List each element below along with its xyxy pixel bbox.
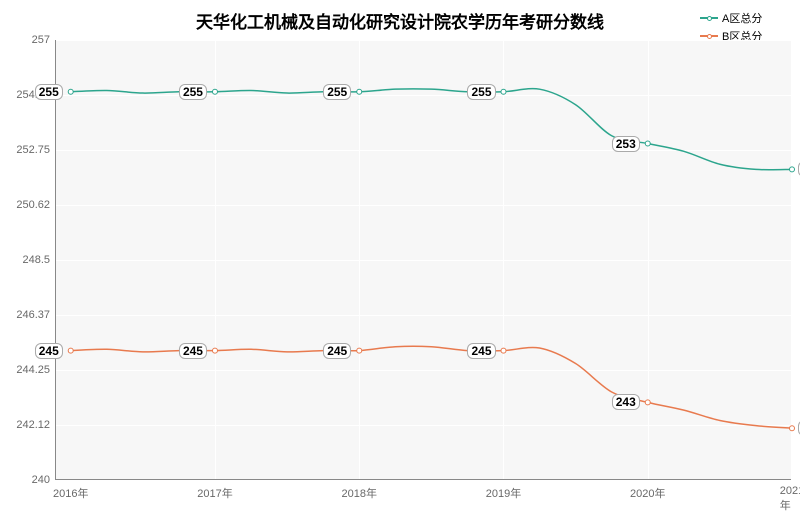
x-tick-label: 2018年 (341, 479, 376, 501)
line-chart: 天华化工机械及自动化研究设计院农学历年考研分数线 A区总分B区总分 240242… (0, 0, 800, 500)
data-label: 245 (471, 344, 491, 358)
plot-area: 240242.12244.25246.37248.5250.62252.7525… (55, 40, 791, 480)
data-label: 245 (39, 344, 59, 358)
x-tick-label: 2020年 (630, 479, 665, 501)
data-label: 255 (183, 85, 203, 99)
data-label: 245 (327, 344, 347, 358)
y-tick-label: 242.12 (16, 419, 56, 431)
y-tick-label: 246.37 (16, 309, 56, 321)
legend-label: A区总分 (722, 10, 762, 26)
y-tick-label: 244.25 (16, 364, 56, 376)
chart-title: 天华化工机械及自动化研究设计院农学历年考研分数线 (0, 8, 800, 33)
legend-item: A区总分 (700, 10, 762, 26)
data-label: 245 (183, 344, 203, 358)
y-tick-label: 250.62 (16, 199, 56, 211)
y-tick-label: 252.75 (16, 144, 56, 156)
data-label: 243 (616, 395, 636, 409)
x-tick-label: 2021年 (780, 479, 800, 513)
data-label: 255 (327, 85, 347, 99)
x-tick-label: 2019年 (486, 479, 521, 501)
x-tick-label: 2016年 (53, 479, 88, 501)
data-label: 255 (471, 85, 491, 99)
y-tick-label: 248.5 (22, 254, 56, 266)
x-tick-label: 2017年 (197, 479, 232, 501)
data-label: 253 (616, 137, 636, 151)
data-label: 255 (39, 85, 59, 99)
y-tick-label: 257 (32, 34, 56, 46)
